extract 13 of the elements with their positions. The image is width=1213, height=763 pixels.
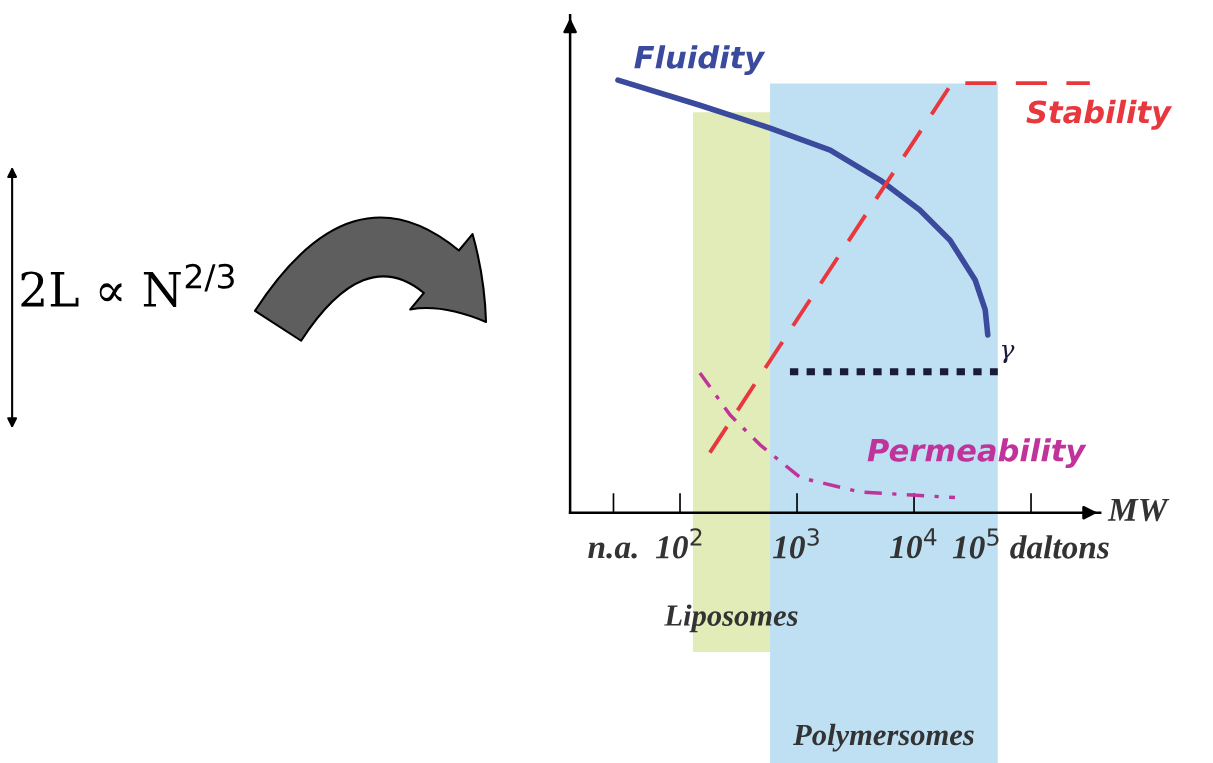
x-tick-label: 10$^{3}$ [772, 528, 819, 559]
band-label: Polymersomes [793, 723, 974, 752]
band-label: Liposomes [664, 604, 798, 633]
x-tick-label: n.a. [588, 542, 637, 559]
series-label: Stability [1026, 99, 1173, 130]
x-tick-label: 10$^{4}$ [889, 528, 937, 559]
text: 2L ∝ N$^{2/3}$ [21, 263, 234, 308]
series-label: γ [1001, 344, 1015, 364]
x-tick-label: 10$^{5}$ daltons [952, 528, 1109, 559]
x-tick-label: 10$^{2}$ [655, 528, 702, 559]
series-label: Fluidity [634, 45, 766, 75]
series-label: Permeability [867, 438, 1087, 468]
x-axis-title: MW [1107, 498, 1170, 522]
